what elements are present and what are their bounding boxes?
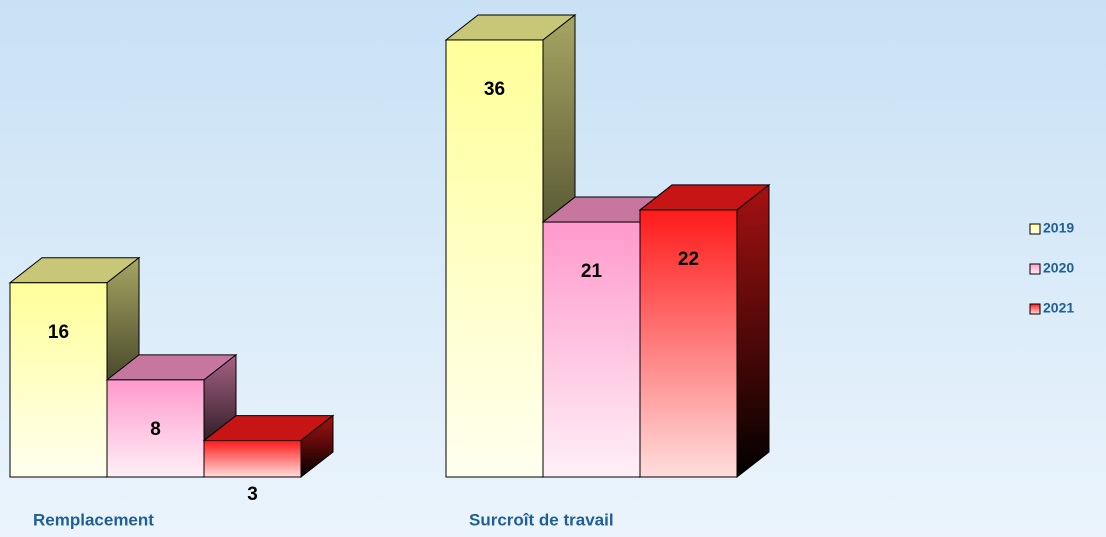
- legend-swatch: [1029, 223, 1041, 235]
- value-label: 36: [484, 79, 505, 100]
- bar-front: [445, 39, 544, 478]
- legend-label: 2019: [1043, 220, 1074, 236]
- value-label: 22: [678, 249, 699, 270]
- value-label: 16: [48, 322, 69, 343]
- bar: [8, 256, 141, 479]
- legend-label: 2021: [1043, 300, 1074, 316]
- bar-front: [639, 209, 738, 478]
- legend-label: 2020: [1043, 260, 1074, 276]
- category-label: Remplacement: [33, 510, 154, 529]
- value-label: 8: [150, 419, 161, 440]
- bar: [638, 183, 771, 479]
- bar-front: [9, 282, 108, 478]
- legend-swatch: [1029, 263, 1041, 275]
- legend-swatch: [1029, 303, 1041, 315]
- value-label: 21: [581, 261, 603, 282]
- bar-front: [203, 440, 302, 478]
- bar: [202, 414, 335, 479]
- bar: [444, 13, 577, 479]
- category-label: Surcroît de travail: [469, 510, 614, 529]
- value-label: 3: [247, 484, 258, 505]
- bar-front: [106, 379, 205, 478]
- bar-front: [542, 221, 641, 478]
- bar-side: [736, 183, 770, 479]
